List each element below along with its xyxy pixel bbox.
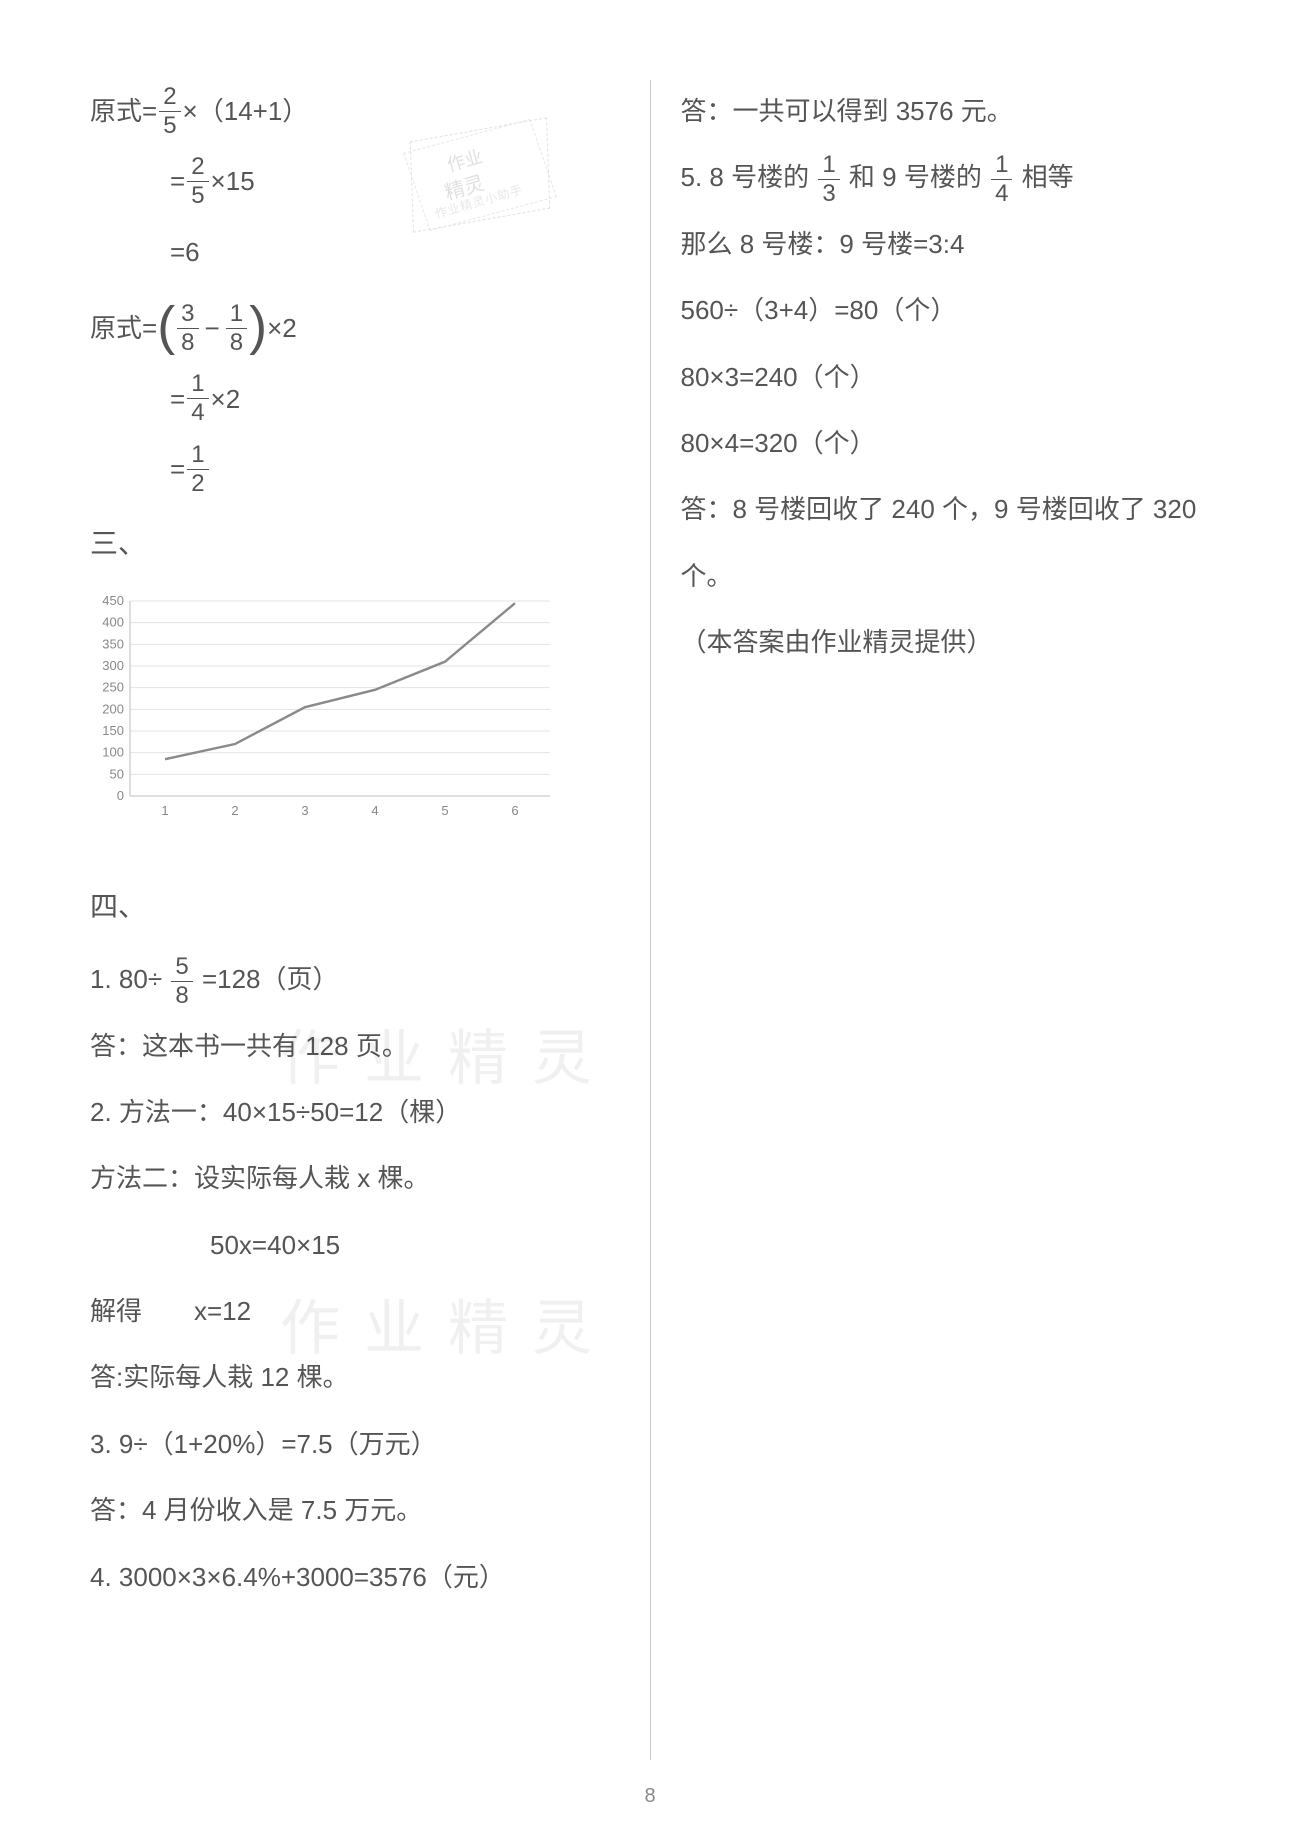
svg-text:450: 450 bbox=[102, 593, 124, 608]
svg-text:4: 4 bbox=[371, 803, 378, 818]
eq2-row3: = 1 2 bbox=[90, 438, 620, 500]
svg-text:100: 100 bbox=[102, 744, 124, 759]
svg-text:150: 150 bbox=[102, 723, 124, 738]
q1-line: 1. 80÷ 5 8 =128（页） bbox=[90, 948, 620, 1010]
svg-text:200: 200 bbox=[102, 701, 124, 716]
eq2-after2: ×2 bbox=[211, 368, 241, 430]
eq1-after1: ×（14+1） bbox=[183, 80, 309, 142]
r2-post: 相等 bbox=[1022, 162, 1074, 192]
q3-b: 答：4 月份收入是 7.5 万元。 bbox=[90, 1479, 620, 1541]
q2-a: 2. 方法一：40×15÷50=12（棵） bbox=[90, 1081, 620, 1143]
r8: 个。 bbox=[681, 545, 1211, 607]
q1-post: =128（页） bbox=[202, 964, 339, 994]
q1-answer: 答：这本书一共有 128 页。 bbox=[90, 1015, 620, 1077]
q1-pre: 1. 80÷ bbox=[90, 964, 162, 994]
line-chart: 0 50 100 150 200 250 300 350 400 450 1 2 3 4 5 6 bbox=[90, 591, 560, 821]
q4-a: 4. 3000×3×6.4%+3000=3576（元） bbox=[90, 1546, 620, 1608]
eq2-row1: 原式= ( 3 8 − 1 8 ) ×2 bbox=[90, 297, 620, 359]
r7: 答：8 号楼回收了 240 个，9 号楼回收了 320 bbox=[681, 478, 1211, 540]
svg-text:3: 3 bbox=[301, 803, 308, 818]
eq1-r3: =6 bbox=[170, 221, 200, 283]
eq2-minus: − bbox=[205, 297, 220, 359]
r2-mid: 和 9 号楼的 bbox=[849, 162, 982, 192]
eq2-prefix: 原式= bbox=[90, 297, 157, 359]
eq2-frac2: 1 4 bbox=[187, 372, 208, 425]
eq1-eq2: = bbox=[170, 150, 185, 212]
r4: 560÷（3+4）=80（个） bbox=[681, 279, 1211, 341]
eq1-frac1: 2 5 bbox=[159, 85, 180, 138]
q3-a: 3. 9÷（1+20%）=7.5（万元） bbox=[90, 1413, 620, 1475]
r3: 那么 8 号楼：9 号楼=3:4 bbox=[681, 213, 1211, 275]
svg-text:250: 250 bbox=[102, 679, 124, 694]
r2-pre: 5. 8 号楼的 bbox=[681, 162, 810, 192]
svg-text:2: 2 bbox=[231, 803, 238, 818]
left-column: 原式= 2 5 ×（14+1） = 2 5 ×15 =6 原式= ( 3 bbox=[80, 80, 650, 1760]
rparen-icon: ) bbox=[249, 299, 267, 353]
svg-text:400: 400 bbox=[102, 614, 124, 629]
eq1-row3: =6 bbox=[90, 221, 620, 283]
r6: 80×4=320（个） bbox=[681, 412, 1211, 474]
page-content: 原式= 2 5 ×（14+1） = 2 5 ×15 =6 原式= ( 3 bbox=[80, 80, 1220, 1760]
svg-text:300: 300 bbox=[102, 658, 124, 673]
page-number: 8 bbox=[644, 1785, 655, 1808]
eq2-eq2: = bbox=[170, 368, 185, 430]
right-column: 答：一共可以得到 3576 元。 5. 8 号楼的 1 3 和 9 号楼的 1 … bbox=[651, 80, 1221, 1760]
q1-frac: 5 8 bbox=[171, 955, 192, 1008]
section-3-heading: 三、 bbox=[90, 510, 620, 577]
eq2-fracB: 1 8 bbox=[226, 302, 247, 355]
eq1-frac2: 2 5 bbox=[187, 155, 208, 208]
eq2-fracA: 3 8 bbox=[177, 302, 198, 355]
svg-text:350: 350 bbox=[102, 636, 124, 651]
eq1-after2: ×15 bbox=[211, 150, 255, 212]
section-4-heading: 四、 bbox=[90, 873, 620, 940]
r2-frac1: 1 3 bbox=[818, 153, 839, 206]
eq2-row2: = 1 4 ×2 bbox=[90, 368, 620, 430]
r9: （本答案由作业精灵提供） bbox=[681, 611, 1211, 673]
eq2-after1: ×2 bbox=[267, 297, 297, 359]
q2-b: 方法二：设实际每人栽 x 棵。 bbox=[90, 1147, 620, 1209]
r5: 80×3=240（个） bbox=[681, 346, 1211, 408]
r1: 答：一共可以得到 3576 元。 bbox=[681, 80, 1211, 142]
svg-text:6: 6 bbox=[511, 803, 518, 818]
q2-d: 解得 x=12 bbox=[90, 1280, 620, 1342]
r2: 5. 8 号楼的 1 3 和 9 号楼的 1 4 相等 bbox=[681, 146, 1211, 208]
svg-text:0: 0 bbox=[117, 788, 124, 803]
eq1-prefix: 原式= bbox=[90, 80, 157, 142]
q2-e: 答:实际每人栽 12 棵。 bbox=[90, 1346, 620, 1408]
svg-text:50: 50 bbox=[110, 766, 124, 781]
svg-text:5: 5 bbox=[441, 803, 448, 818]
eq2-frac3: 1 2 bbox=[187, 443, 208, 496]
svg-text:1: 1 bbox=[161, 803, 168, 818]
q2-c: 50x=40×15 bbox=[90, 1214, 620, 1276]
r2-frac2: 1 4 bbox=[991, 153, 1012, 206]
lparen-icon: ( bbox=[157, 299, 175, 353]
eq2-eq3: = bbox=[170, 438, 185, 500]
